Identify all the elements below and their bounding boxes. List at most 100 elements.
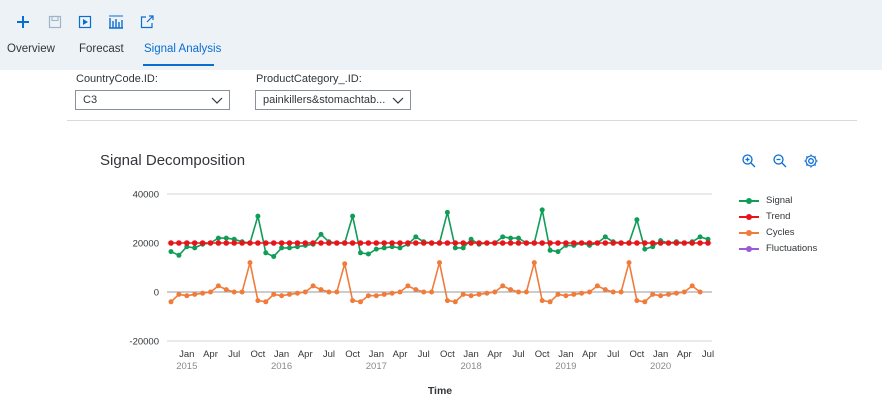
- data-point-signal[interactable]: [547, 247, 553, 253]
- data-point-cycles[interactable]: [215, 283, 221, 289]
- data-point-cycles[interactable]: [334, 289, 340, 295]
- data-point-trend[interactable]: [444, 240, 451, 246]
- legend-item-cycles[interactable]: Cycles: [735, 227, 817, 243]
- data-point-trend[interactable]: [507, 240, 514, 246]
- data-point-cycles[interactable]: [184, 293, 190, 299]
- data-point-trend[interactable]: [673, 240, 680, 246]
- data-point-cycles[interactable]: [642, 299, 648, 305]
- data-point-signal[interactable]: [350, 213, 356, 219]
- data-point-signal[interactable]: [697, 234, 703, 240]
- data-point-trend[interactable]: [689, 240, 695, 246]
- data-point-signal[interactable]: [176, 252, 182, 258]
- data-point-trend[interactable]: [389, 240, 395, 246]
- data-point-cycles[interactable]: [571, 291, 577, 297]
- data-point-cycles[interactable]: [484, 290, 490, 296]
- data-point-cycles[interactable]: [239, 289, 245, 295]
- settings-icon[interactable]: [803, 153, 819, 169]
- data-point-trend[interactable]: [270, 240, 277, 246]
- data-point-signal[interactable]: [358, 250, 363, 256]
- share-icon[interactable]: [138, 13, 156, 31]
- data-point-cycles[interactable]: [666, 291, 671, 297]
- country-select[interactable]: C3: [75, 90, 230, 110]
- data-point-trend[interactable]: [460, 240, 467, 246]
- data-point-trend[interactable]: [610, 240, 616, 246]
- data-point-trend[interactable]: [602, 240, 609, 246]
- data-point-cycles[interactable]: [413, 287, 419, 293]
- data-point-cycles[interactable]: [389, 290, 395, 296]
- data-point-cycles[interactable]: [492, 289, 498, 295]
- data-point-cycles[interactable]: [437, 260, 442, 266]
- data-point-cycles[interactable]: [610, 289, 616, 295]
- data-point-trend[interactable]: [223, 240, 230, 246]
- data-point-signal[interactable]: [460, 245, 466, 251]
- data-point-trend[interactable]: [413, 240, 419, 246]
- data-point-trend[interactable]: [665, 240, 672, 246]
- data-point-trend[interactable]: [571, 240, 577, 246]
- data-point-cycles[interactable]: [468, 293, 474, 299]
- data-point-trend[interactable]: [184, 240, 190, 246]
- data-point-trend[interactable]: [420, 240, 427, 246]
- data-point-trend[interactable]: [373, 240, 380, 246]
- data-point-cycles[interactable]: [208, 289, 213, 295]
- data-point-trend[interactable]: [586, 240, 593, 246]
- data-point-trend[interactable]: [397, 240, 403, 246]
- data-point-cycles[interactable]: [247, 260, 253, 266]
- data-point-trend[interactable]: [302, 240, 309, 246]
- data-point-cycles[interactable]: [421, 289, 427, 295]
- data-point-trend[interactable]: [405, 240, 411, 246]
- data-point-signal[interactable]: [516, 235, 521, 241]
- data-point-cycles[interactable]: [405, 283, 411, 289]
- data-point-cycles[interactable]: [168, 299, 174, 305]
- data-point-trend[interactable]: [191, 240, 198, 246]
- data-point-trend[interactable]: [499, 240, 506, 246]
- data-point-cycles[interactable]: [223, 287, 229, 293]
- data-point-signal[interactable]: [413, 234, 419, 240]
- data-point-trend[interactable]: [563, 240, 569, 246]
- data-point-cycles[interactable]: [310, 283, 316, 289]
- data-point-trend[interactable]: [247, 240, 253, 246]
- data-point-trend[interactable]: [476, 240, 482, 246]
- zoom-out-icon[interactable]: [772, 153, 788, 169]
- data-point-signal[interactable]: [444, 209, 450, 215]
- data-point-trend[interactable]: [231, 240, 237, 246]
- data-point-trend[interactable]: [642, 240, 648, 246]
- tab-overview[interactable]: Overview: [7, 43, 55, 55]
- data-point-cycles[interactable]: [587, 289, 592, 295]
- data-point-trend[interactable]: [697, 240, 703, 246]
- data-point-trend[interactable]: [594, 240, 601, 246]
- data-point-trend[interactable]: [547, 240, 553, 246]
- save-icon[interactable]: [46, 13, 64, 31]
- data-point-cycles[interactable]: [531, 260, 537, 266]
- data-point-trend[interactable]: [286, 240, 293, 246]
- data-point-cycles[interactable]: [397, 289, 403, 295]
- data-point-cycles[interactable]: [350, 298, 356, 304]
- legend-item-trend[interactable]: Trend: [735, 211, 817, 227]
- data-point-cycles[interactable]: [279, 293, 285, 299]
- data-point-cycles[interactable]: [231, 289, 237, 295]
- data-point-trend[interactable]: [294, 240, 301, 246]
- data-point-signal[interactable]: [508, 235, 514, 241]
- data-point-cycles[interactable]: [326, 289, 332, 295]
- data-point-trend[interactable]: [649, 240, 656, 246]
- data-point-signal[interactable]: [452, 245, 458, 251]
- plus-icon[interactable]: [14, 13, 32, 31]
- legend-item-signal[interactable]: Signal: [735, 195, 817, 211]
- data-point-cycles[interactable]: [618, 289, 624, 295]
- data-point-signal[interactable]: [271, 254, 277, 259]
- data-point-cycles[interactable]: [460, 291, 466, 297]
- data-point-cycles[interactable]: [452, 299, 458, 305]
- play-icon[interactable]: [76, 13, 94, 31]
- data-point-cycles[interactable]: [516, 289, 521, 295]
- data-point-trend[interactable]: [357, 240, 364, 246]
- tab-signal-analysis[interactable]: Signal Analysis: [144, 43, 222, 55]
- data-point-cycles[interactable]: [555, 291, 561, 297]
- data-point-trend[interactable]: [523, 240, 530, 246]
- data-point-cycles[interactable]: [681, 289, 687, 295]
- data-point-cycles[interactable]: [302, 289, 308, 295]
- data-point-trend[interactable]: [492, 240, 498, 246]
- data-point-signal[interactable]: [381, 245, 387, 251]
- data-point-cycles[interactable]: [626, 260, 632, 266]
- data-point-trend[interactable]: [341, 240, 348, 246]
- data-point-cycles[interactable]: [429, 289, 435, 295]
- data-point-signal[interactable]: [279, 245, 285, 251]
